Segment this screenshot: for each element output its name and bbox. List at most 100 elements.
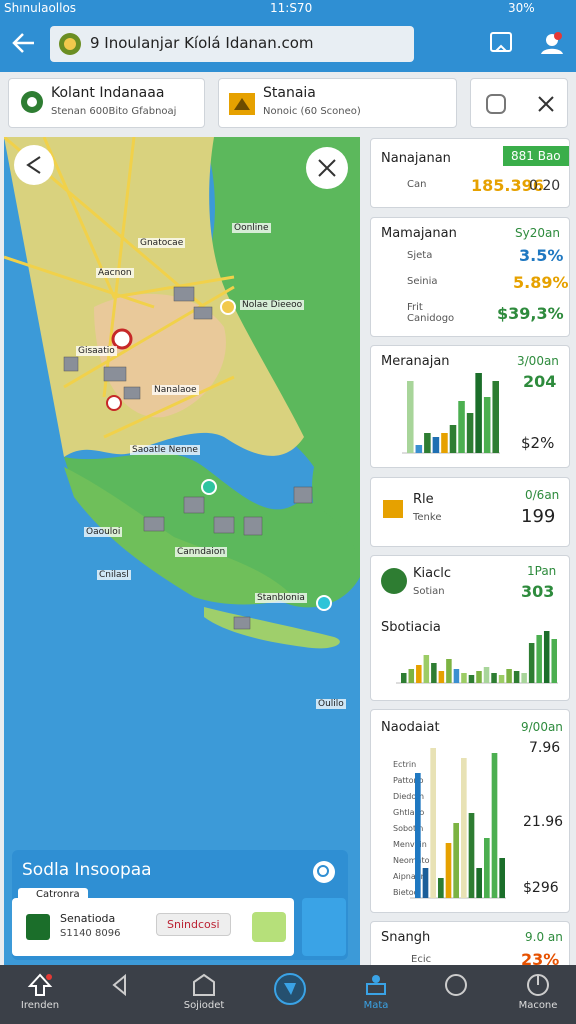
- stat-value: 185.396: [471, 176, 544, 195]
- map-label: Cnilasl: [97, 570, 131, 580]
- card-title: Nanajanan: [381, 151, 451, 166]
- action-button[interactable]: Snindcosi: [156, 913, 231, 936]
- bookmark-button[interactable]: [488, 30, 514, 56]
- icon: [383, 500, 403, 518]
- card-subtitle: Stenan 600Bito Gfabnoaj: [51, 106, 177, 117]
- row-value: 3.5%: [519, 246, 564, 265]
- result-detail: S1140 8096: [60, 928, 121, 939]
- stat-value: 21.96: [523, 814, 564, 830]
- stat-label: Can: [407, 179, 427, 190]
- card-tag: 3/00an: [517, 354, 559, 368]
- card-tag: 9/00an: [521, 720, 563, 734]
- card-tag: 0/6an: [525, 488, 560, 502]
- back-button[interactable]: [10, 30, 38, 56]
- navigate-button[interactable]: [302, 898, 346, 956]
- result-card[interactable]: Senatioda S1140 8096 Snindcosi: [12, 898, 294, 956]
- place-card[interactable]: Kolant Indanaaa Stenan 600Bito Gfabnoaj: [8, 78, 205, 128]
- map-label: Nanalaoe: [152, 385, 199, 395]
- nav-icon: [366, 975, 386, 995]
- map-panel: Sodla Insoopaa Catronra Senatioda S1140 …: [12, 850, 348, 960]
- tool-card: [470, 78, 568, 128]
- legend-entry: Bietoo: [393, 888, 419, 897]
- chart-card: Meranajan 3/00an 204 $2%: [370, 345, 570, 468]
- row-label: Seinia: [407, 276, 438, 287]
- panel-tag: Catronra: [18, 888, 88, 901]
- search-button[interactable]: [312, 860, 338, 886]
- card-tag: 1Pan: [527, 564, 557, 578]
- legend-entry: Diedom: [393, 792, 425, 801]
- clock: 11:S70: [270, 1, 313, 15]
- url-bar[interactable]: 9 Inoulanjar Kíolá Idanan.com: [50, 26, 414, 62]
- nav-item[interactable]: Macone: [490, 966, 576, 1024]
- stat-label: Sotian: [413, 586, 445, 597]
- chart-card: Naodaiat 9/00an 7.96 21.96 $296 Ectrin Pa…: [370, 709, 570, 913]
- map-label: Gisaatio: [76, 346, 117, 356]
- close-button[interactable]: [535, 93, 557, 115]
- stat-value: 199: [521, 506, 556, 527]
- card-title: Kolant Indanaaa: [51, 85, 165, 101]
- nav-icon: [27, 973, 53, 996]
- map[interactable]: [4, 137, 360, 965]
- card-tag: Sy20an: [515, 226, 560, 240]
- stat-label: Ecic: [411, 954, 432, 965]
- carrier: Shınulaollos: [4, 1, 77, 15]
- profile-button[interactable]: [538, 30, 566, 56]
- nav-icon: [445, 974, 467, 996]
- stat-note: $2%: [521, 434, 555, 452]
- map-label: Canndaion: [175, 547, 228, 557]
- map-label: Saoatle Nenne: [130, 445, 200, 455]
- nav-icon: [193, 973, 215, 996]
- legend-entry: Ghtlaoo: [393, 808, 425, 817]
- place-icon: [21, 91, 43, 113]
- nav-item[interactable]: Irenden: [0, 966, 88, 1024]
- site-icon: [59, 33, 81, 55]
- stat-card: Nanajanan 881 Bao Can 185.396 0.20: [370, 138, 570, 208]
- map-label: Nolae Dieeoo: [240, 300, 305, 310]
- place-card[interactable]: Stanaia Nonoic (60 Sconeo): [218, 78, 457, 128]
- legend-entry: Ectrin: [393, 760, 417, 769]
- stat-value: 303: [521, 582, 555, 601]
- legend-entry: Pattono: [393, 776, 424, 785]
- map-label: Oonline: [232, 223, 271, 233]
- stat-card: Mamajanan Sy20an Sjeta 3.5% Seinia 5.89%…: [370, 217, 570, 337]
- nav-item[interactable]: [72, 966, 168, 1024]
- chart-card: Kiaclc Sotian 1Pan 303 Sbotiacia: [370, 555, 570, 701]
- card-title: Rle: [413, 492, 434, 507]
- stat-note: 0.20: [529, 178, 561, 194]
- nav-label: Irenden: [20, 1000, 60, 1011]
- map-label: Stanblonia: [255, 593, 307, 603]
- nav-label: Sojiodet: [183, 1000, 225, 1011]
- nav-item[interactable]: [242, 966, 338, 1024]
- expand-button[interactable]: [485, 93, 507, 115]
- legend-entry: Neomato: [393, 856, 430, 865]
- card-title: Kiaclc: [413, 566, 452, 581]
- legend-entry: Aipnaem: [393, 872, 429, 881]
- icon: [381, 568, 407, 594]
- legend-entry: Menvoin: [393, 840, 427, 849]
- stat-value: $296: [523, 880, 559, 896]
- badge: 881 Bao: [503, 146, 569, 166]
- card-title: Mamajanan: [381, 226, 457, 241]
- card-subtitle: Nonoic (60 Sconeo): [263, 106, 361, 117]
- stat-value: 7.96: [529, 740, 561, 756]
- chart-title: Sbotiacia: [381, 620, 441, 635]
- stat-card: Snangh Ecic 9.0 an 23%: [370, 921, 570, 971]
- url-text: 9 Inoulanjar Kíolá Idanan.com: [90, 34, 314, 52]
- stat-label: Tenke: [413, 512, 442, 523]
- edit-button[interactable]: [252, 912, 286, 942]
- nav-item[interactable]: Sojiodet: [156, 966, 252, 1024]
- nav-item[interactable]: [408, 966, 504, 1024]
- place-icon: [229, 93, 255, 115]
- row-value: 5.89%: [513, 273, 569, 292]
- map-label: Oaouloi: [84, 527, 123, 537]
- map-label: Gnatocae: [138, 238, 186, 248]
- result-icon: [26, 914, 50, 940]
- stat-card: Rle Tenke 0/6an 199: [370, 477, 570, 547]
- nav-icon: [112, 973, 126, 997]
- nav-label: Macone: [518, 1000, 558, 1011]
- stat-value: 204: [523, 372, 557, 391]
- row-label: Frit Canidogo: [407, 302, 455, 324]
- nav-item[interactable]: Mata: [328, 966, 424, 1024]
- map-label: Aacnon: [96, 268, 134, 278]
